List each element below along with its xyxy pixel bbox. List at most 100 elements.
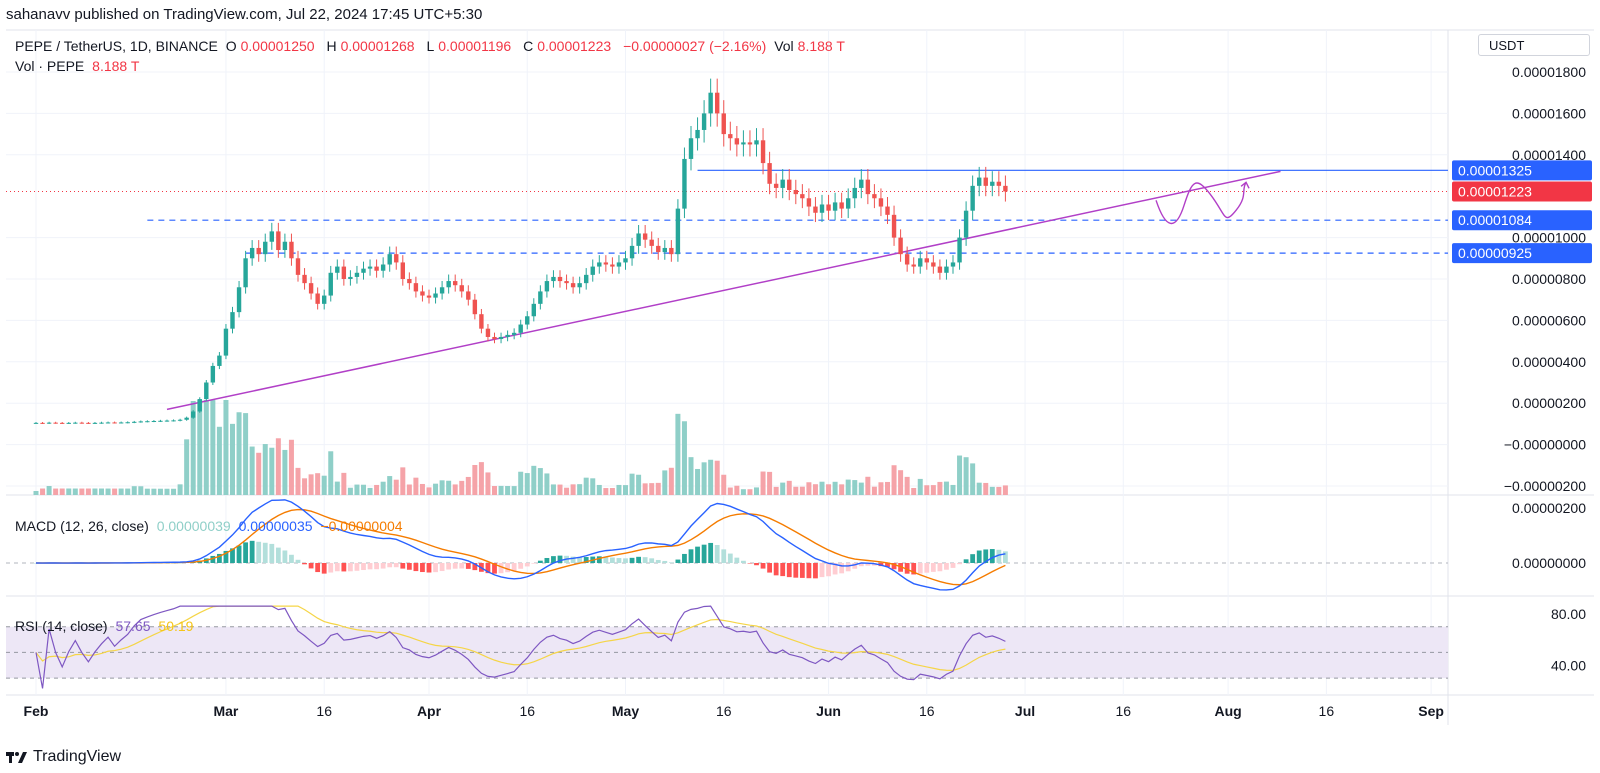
- macd-histogram-bar: [426, 563, 432, 573]
- price-label-text: 0.00001084: [1458, 212, 1532, 228]
- volume-bar: [53, 488, 59, 495]
- candle-body: [970, 185, 975, 211]
- macd-histogram-bar: [819, 563, 825, 578]
- tradingview-logo[interactable]: TradingView: [6, 748, 121, 766]
- macd-histogram-bar: [701, 544, 707, 563]
- volume-bar: [976, 482, 982, 495]
- candle-body: [518, 324, 523, 333]
- candle-body: [918, 258, 923, 267]
- volume-bar: [249, 446, 255, 495]
- candle-body: [400, 262, 405, 279]
- candle-body: [138, 421, 143, 423]
- volume-bar: [354, 484, 360, 495]
- volume-bar: [878, 482, 884, 495]
- macd-histogram-bar: [557, 555, 563, 563]
- x-tick-label: Aug: [1214, 703, 1241, 719]
- candle-body: [721, 113, 726, 135]
- currency-selector[interactable]: USDT: [1478, 34, 1590, 56]
- candle-body: [728, 134, 733, 139]
- y-tick-label: 0.00001800: [1512, 64, 1586, 80]
- volume-bar: [636, 474, 642, 495]
- macd-histogram-bar: [544, 557, 550, 563]
- volume-bar: [125, 488, 131, 495]
- macd-histogram-bar: [282, 550, 288, 563]
- candle-body: [990, 181, 995, 186]
- candle-body: [983, 177, 988, 186]
- candle-body: [734, 138, 740, 145]
- macd-histogram-bar: [315, 563, 321, 573]
- volume-bar: [623, 485, 628, 495]
- macd-histogram-bar: [623, 558, 628, 563]
- macd-histogram-bar: [917, 563, 923, 574]
- candle-body: [164, 420, 170, 422]
- x-tick-label: 16: [1116, 703, 1132, 719]
- macd-histogram-bar: [406, 563, 412, 570]
- macd-histogram-bar: [682, 553, 687, 563]
- candle-body: [839, 202, 844, 209]
- volume-bar: [99, 488, 104, 495]
- macd-histogram-bar: [976, 550, 982, 563]
- volume-bar: [33, 491, 39, 495]
- volume-bar: [793, 486, 799, 495]
- volume-bar: [616, 484, 622, 495]
- x-tick-label: Mar: [213, 703, 238, 719]
- volume-bar: [583, 477, 589, 495]
- macd-histogram-bar: [531, 563, 537, 564]
- candle-body: [145, 421, 150, 423]
- candle-body: [505, 334, 510, 337]
- macd-histogram-bar: [308, 563, 314, 569]
- volume-bar: [891, 465, 897, 495]
- volume-bar: [269, 447, 275, 495]
- macd-histogram-bar: [321, 563, 327, 574]
- macd-histogram-bar: [747, 563, 753, 564]
- candle-body: [151, 421, 157, 423]
- volume-bar: [308, 474, 314, 495]
- macd-histogram-bar: [799, 563, 805, 578]
- candle-body: [479, 314, 484, 329]
- volume-bar: [105, 488, 111, 495]
- candle-body: [715, 92, 720, 114]
- volume-bar: [465, 476, 471, 495]
- candle-body: [852, 187, 857, 199]
- candle-body: [210, 365, 216, 383]
- macd-histogram-bar: [727, 553, 733, 563]
- publisher-caption: sahanavv published on TradingView.com, J…: [6, 6, 483, 23]
- volume-bar: [701, 462, 707, 495]
- macd-histogram-bar: [957, 563, 962, 565]
- volume-bar: [367, 487, 373, 495]
- candle-body: [112, 422, 117, 424]
- volume-bar: [413, 477, 419, 495]
- macd-histogram-bar: [413, 563, 419, 572]
- candle-body: [217, 355, 222, 366]
- volume-bar: [400, 467, 406, 495]
- candle-body: [511, 332, 517, 335]
- candle-body: [446, 281, 451, 288]
- candle-body: [249, 247, 255, 259]
- volume-bar: [262, 444, 268, 495]
- volume-bar: [459, 480, 465, 495]
- macd-histogram-bar: [551, 556, 556, 563]
- macd-histogram-bar: [642, 557, 648, 563]
- macd-histogram-bar: [302, 563, 307, 565]
- macd-histogram-bar: [780, 563, 786, 577]
- candle-body: [616, 262, 622, 267]
- candle-body: [177, 419, 183, 421]
- candle-body: [813, 206, 818, 213]
- candle-body: [171, 420, 176, 422]
- volume-bar: [773, 486, 779, 495]
- volume-bar: [832, 481, 838, 495]
- macd-histogram-bar: [786, 563, 792, 578]
- macd-histogram-bar: [662, 560, 668, 563]
- volume-bar: [760, 471, 766, 495]
- volume-bar: [570, 484, 576, 495]
- candle-body: [426, 295, 432, 298]
- candle-body: [957, 237, 962, 263]
- volume-bar: [144, 488, 150, 495]
- candle-body: [132, 421, 137, 423]
- candle-body: [40, 422, 45, 424]
- candle-body: [256, 247, 261, 255]
- candle-body: [603, 262, 609, 265]
- candle-body: [485, 328, 491, 337]
- candle-body: [787, 179, 792, 190]
